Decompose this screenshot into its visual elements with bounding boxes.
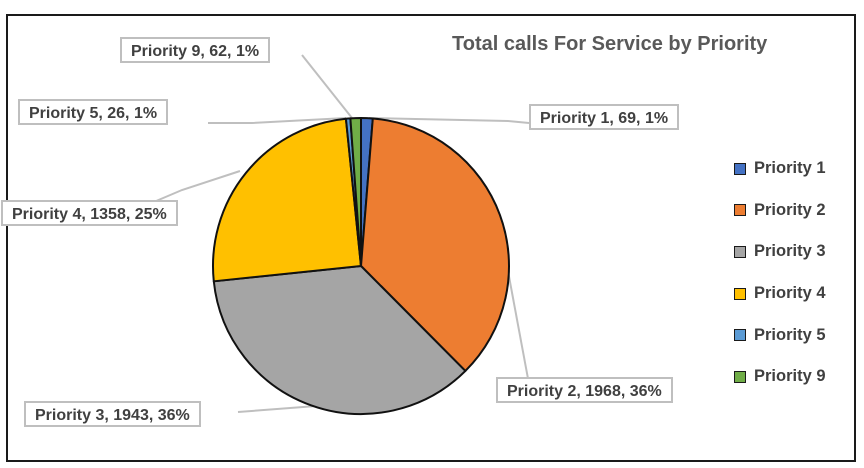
legend-item-priority-3: Priority 3: [734, 231, 826, 273]
legend-swatch: [734, 162, 746, 175]
legend-label: Priority 4: [754, 284, 826, 303]
legend-label: Priority 2: [754, 200, 826, 219]
legend-swatch: [734, 245, 746, 258]
data-label-priority-5: Priority 5, 26, 1%: [18, 99, 169, 125]
leader-line: [208, 117, 347, 124]
slice-priority-4: [212, 117, 362, 283]
slice-priority-9: [349, 116, 362, 267]
data-label-priority-4: Priority 4, 1358, 25%: [1, 200, 178, 226]
legend-label: Priority 5: [754, 325, 826, 344]
chart-title: Total calls For Service by Priority: [452, 33, 768, 55]
legend-item-priority-2: Priority 2: [734, 190, 826, 232]
legend-item-priority-9: Priority 9: [734, 356, 826, 398]
legend-item-priority-1: Priority 1: [734, 148, 826, 190]
leader-line: [301, 54, 353, 119]
leader-line: [368, 117, 530, 124]
slice-priority-2: [360, 117, 510, 372]
chart-legend: Priority 1 Priority 2 Priority 3 Priorit…: [734, 148, 826, 398]
slice-priority-3: [212, 265, 467, 415]
legend-label: Priority 1: [754, 159, 826, 178]
legend-label: Priority 9: [754, 367, 826, 386]
data-label-priority-1: Priority 1, 69, 1%: [529, 104, 680, 130]
legend-swatch: [734, 329, 746, 342]
legend-swatch: [734, 287, 746, 300]
data-label-priority-9: Priority 9, 62, 1%: [120, 37, 271, 63]
data-label-priority-3: Priority 3, 1943, 36%: [24, 401, 201, 427]
legend-swatch: [734, 204, 746, 217]
pie-slices: [212, 116, 510, 415]
legend-item-priority-5: Priority 5: [734, 314, 826, 356]
data-label-priority-2: Priority 2, 1968, 36%: [496, 377, 673, 403]
legend-item-priority-4: Priority 4: [734, 273, 826, 315]
legend-label: Priority 3: [754, 242, 826, 261]
legend-swatch: [734, 370, 746, 383]
